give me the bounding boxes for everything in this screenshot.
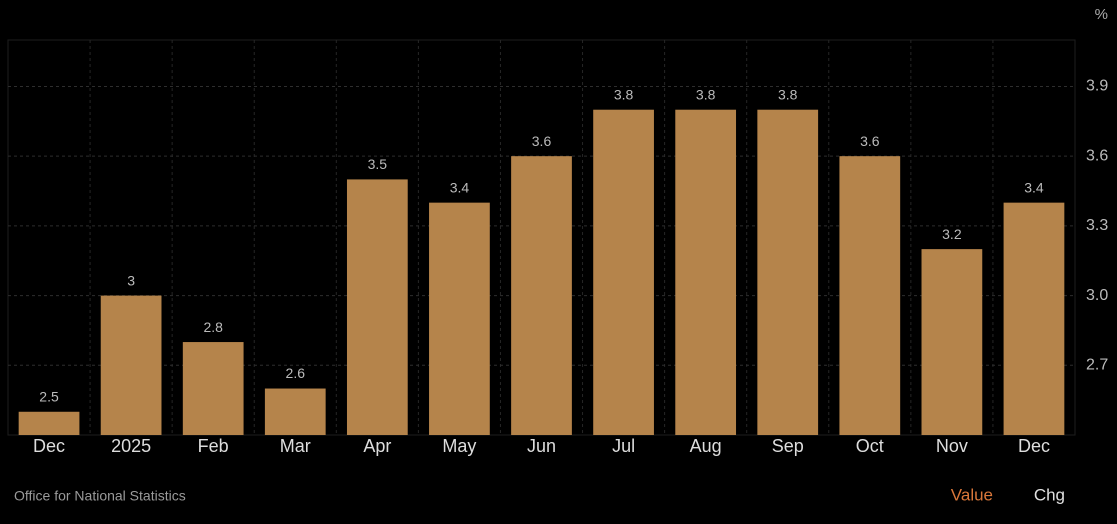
y-tick-label: 2.7 <box>1086 357 1108 374</box>
x-tick-label: Mar <box>280 436 311 456</box>
x-tick-label: 2025 <box>111 436 151 456</box>
bar <box>757 109 819 436</box>
x-tick-label: Dec <box>33 436 65 456</box>
chg-tab[interactable]: Chg <box>1034 485 1065 504</box>
bar <box>1003 202 1065 435</box>
y-tick-label: 3.6 <box>1086 147 1108 164</box>
value-tab[interactable]: Value <box>951 485 993 504</box>
x-tick-label: Oct <box>856 436 884 456</box>
bar <box>346 179 408 435</box>
value-label: 3.6 <box>860 133 880 149</box>
bar <box>264 388 326 435</box>
x-tick-label: Jun <box>527 436 556 456</box>
x-tick-label: May <box>442 436 476 456</box>
bar <box>921 249 983 435</box>
bar <box>100 295 162 435</box>
y-tick-label: 3.3 <box>1086 217 1108 234</box>
x-tick-label: Jul <box>612 436 635 456</box>
value-label: 3.8 <box>696 86 716 102</box>
value-label: 3.4 <box>1024 179 1044 195</box>
x-tick-label: Sep <box>772 436 804 456</box>
x-tick-label: Nov <box>936 436 968 456</box>
bar <box>18 411 80 435</box>
value-label: 3.6 <box>532 133 552 149</box>
source: Office for National Statistics <box>14 488 186 504</box>
value-label: 3.2 <box>942 226 962 242</box>
bar <box>593 109 654 436</box>
x-tick-label: Dec <box>1018 436 1050 456</box>
value-label: 3.8 <box>778 86 798 102</box>
bar <box>182 342 244 435</box>
value-label: 3.5 <box>368 156 388 172</box>
bar <box>429 202 490 435</box>
x-tick-label: Apr <box>363 436 391 456</box>
value-label: 3 <box>127 272 135 288</box>
bar <box>839 156 901 436</box>
bar <box>675 109 737 436</box>
value-label: 3.4 <box>450 179 470 195</box>
x-tick-label: Feb <box>198 436 229 456</box>
value-label: 2.6 <box>286 365 306 381</box>
value-label: 2.8 <box>203 319 223 335</box>
value-label: 3.8 <box>614 86 634 102</box>
x-tick-label: Aug <box>690 436 722 456</box>
unit-label: % <box>1095 6 1108 23</box>
bar <box>511 156 572 436</box>
value-label: 2.5 <box>39 388 59 404</box>
y-tick-label: 3.9 <box>1086 78 1108 95</box>
y-tick-label: 3.0 <box>1086 287 1108 304</box>
